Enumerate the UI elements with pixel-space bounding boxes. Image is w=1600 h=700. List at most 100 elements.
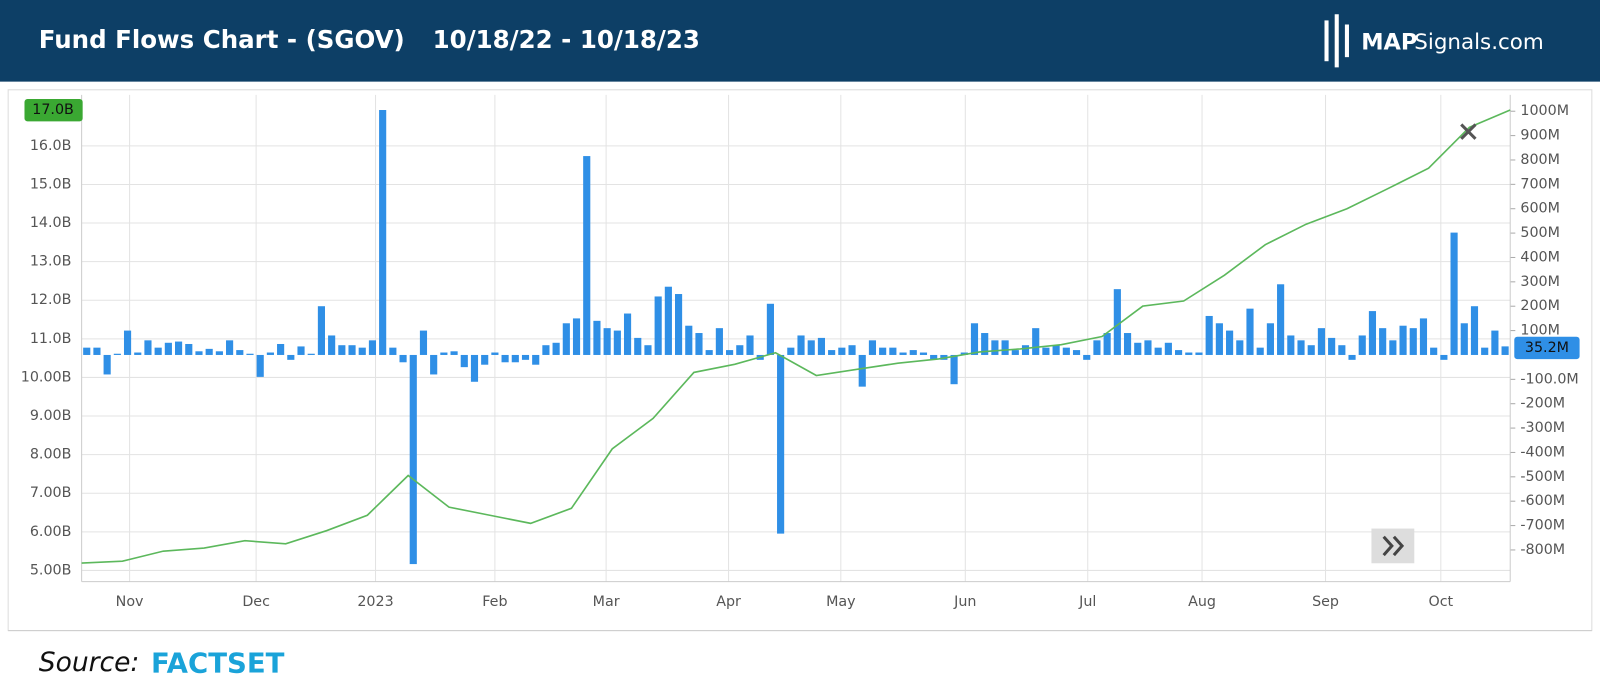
- bar: [766, 303, 774, 355]
- bar: [1083, 354, 1091, 360]
- bar: [899, 352, 907, 355]
- y2-tick-label: -200M: [1520, 396, 1565, 412]
- bar: [1205, 315, 1213, 355]
- x-tick-label: Nov: [116, 594, 144, 610]
- x-tick-label: Sep: [1312, 594, 1339, 610]
- bar: [1430, 347, 1438, 355]
- bar: [542, 345, 550, 355]
- logo-bold: MAP: [1361, 29, 1417, 55]
- bar: [1236, 340, 1244, 355]
- bar: [1134, 342, 1142, 355]
- bar: [205, 348, 213, 355]
- bar: [1409, 328, 1417, 355]
- bar: [777, 354, 785, 534]
- bar: [277, 343, 285, 355]
- bar: [613, 330, 621, 355]
- bar: [1123, 333, 1132, 355]
- y-tick-label: 6.00B: [30, 524, 72, 540]
- bar: [1379, 328, 1387, 355]
- bar: [379, 110, 387, 355]
- bar: [1164, 342, 1172, 355]
- logo-icon: [1324, 14, 1349, 68]
- x-tick-label: Feb: [482, 594, 507, 610]
- bar: [644, 345, 652, 355]
- bar: [1297, 340, 1305, 355]
- bar: [593, 320, 601, 355]
- y2-tick-label: -300M: [1520, 420, 1565, 436]
- bar: [1215, 323, 1223, 355]
- bar: [715, 328, 723, 355]
- bar: [664, 286, 672, 355]
- x-tick-label: Mar: [593, 594, 620, 610]
- header-bar: [0, 0, 1600, 82]
- bar: [1021, 345, 1030, 355]
- y-tick-label: 14.0B: [30, 215, 72, 231]
- bar: [848, 345, 856, 355]
- last-flow-label: 35.2M: [1525, 340, 1569, 356]
- bar: [1226, 330, 1234, 355]
- x-tick-label: Aug: [1188, 594, 1216, 610]
- y-tick-label: 16.0B: [30, 138, 72, 154]
- bar: [1144, 340, 1152, 355]
- last-value-label: 17.0B: [32, 102, 74, 118]
- bar: [1032, 328, 1040, 355]
- bar: [879, 347, 887, 355]
- bar: [1501, 346, 1509, 355]
- bar: [103, 354, 111, 375]
- bar: [164, 342, 172, 355]
- bar: [440, 352, 448, 355]
- bar: [1368, 311, 1377, 355]
- bar: [481, 354, 489, 365]
- line: [81, 109, 1511, 564]
- bar: [83, 347, 91, 355]
- bar: [1011, 350, 1019, 355]
- y-tick-label: 10.00B: [21, 369, 72, 385]
- y2-tick-label: -600M: [1520, 493, 1565, 509]
- bar: [328, 335, 336, 355]
- bar: [950, 354, 958, 385]
- y2-tick-label: 500M: [1520, 225, 1560, 241]
- bar: [144, 340, 152, 355]
- bar: [246, 353, 254, 355]
- source-label: Source:: [39, 647, 140, 678]
- bar: [409, 354, 417, 565]
- bar: [634, 337, 642, 355]
- bar: [93, 347, 101, 355]
- y2-tick-label: 300M: [1520, 274, 1560, 290]
- x-tick-label: 2023: [357, 594, 393, 610]
- bar: [1277, 284, 1285, 355]
- x-tick-label: Jul: [1078, 594, 1096, 610]
- bar: [307, 353, 315, 355]
- bar: [838, 347, 846, 355]
- bar: [154, 347, 162, 355]
- bar: [399, 354, 407, 363]
- bar: [1338, 345, 1346, 355]
- bar: [348, 345, 356, 355]
- bar: [685, 325, 693, 355]
- bar: [1491, 330, 1499, 355]
- y2-tick-label: 700M: [1520, 176, 1560, 192]
- x-tick-label: Apr: [716, 594, 741, 610]
- scroll-button[interactable]: [1371, 528, 1415, 564]
- bar: [450, 351, 458, 355]
- bar: [1389, 340, 1397, 355]
- close-icon[interactable]: [1460, 123, 1477, 140]
- bar: [134, 352, 142, 355]
- bar: [491, 352, 499, 355]
- bar: [726, 350, 734, 355]
- bar: [623, 313, 632, 355]
- bar: [1440, 354, 1448, 360]
- bar: [532, 354, 540, 365]
- chart-frame: [7, 89, 1593, 632]
- y-tick-label: 11.0B: [30, 331, 72, 347]
- bar: [572, 318, 581, 355]
- bar: [419, 330, 428, 355]
- bar: [1470, 306, 1479, 355]
- bar: [123, 330, 132, 355]
- y-tick-label: 5.00B: [30, 562, 72, 578]
- bar: [1399, 325, 1407, 355]
- bar: [1062, 347, 1070, 355]
- bar: [1256, 347, 1264, 355]
- bar: [654, 296, 662, 355]
